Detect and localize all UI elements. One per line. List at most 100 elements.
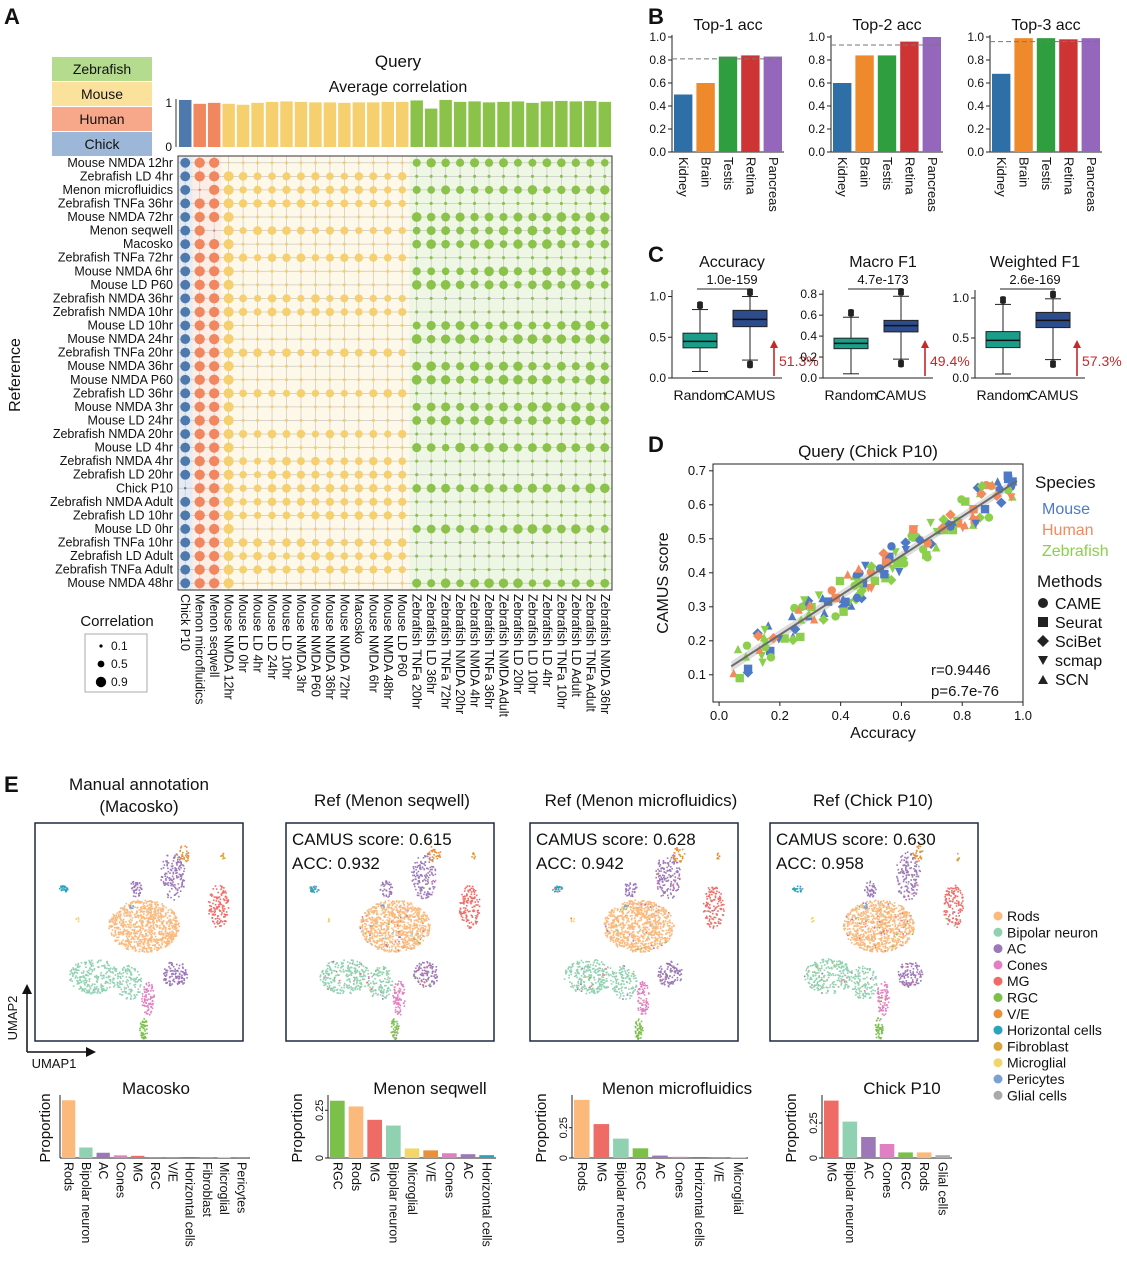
umap-cell [148, 981, 150, 984]
umap-cell [157, 904, 159, 907]
umap-cell [370, 944, 373, 946]
umap-cell [109, 980, 112, 982]
umap-cell [126, 997, 129, 999]
umap-cell [140, 930, 142, 932]
heatmap-dot [440, 279, 451, 290]
umap-cell [89, 967, 91, 969]
umap-cell [140, 888, 143, 891]
umap-cell [389, 907, 392, 909]
umap-cell [168, 980, 170, 982]
umap-cell [376, 967, 379, 969]
umap-cell [108, 975, 111, 978]
umap-cell [140, 1023, 142, 1026]
point-seurat [1003, 474, 1013, 484]
umap-cell [393, 902, 396, 905]
heatmap-dot [499, 280, 508, 290]
umap-cell [416, 861, 418, 864]
row-label-zebrafish-nmda-4hr: Zebrafish NMDA 4hr [60, 454, 173, 468]
umap-cell [380, 946, 382, 949]
heatmap-dot [571, 240, 580, 249]
umap-cell [176, 927, 178, 929]
umap-cell [147, 913, 149, 915]
umap-cell [330, 961, 333, 963]
umap-cell [397, 948, 400, 951]
umap-cell [75, 975, 77, 978]
umap-cell [340, 961, 343, 964]
umap-cell [389, 911, 392, 914]
umap-cell [152, 1002, 154, 1005]
umap-cell [153, 938, 155, 940]
umap-cell [407, 931, 410, 933]
umap-cell [151, 936, 153, 939]
umap-cell [157, 919, 160, 922]
y-tick-label: 0.2 [967, 122, 984, 136]
umap-cell [326, 964, 329, 967]
heatmap-dot [545, 351, 549, 355]
point-scibet [976, 480, 988, 492]
umap-cell [373, 925, 376, 927]
umap-cell [97, 976, 100, 979]
heatmap-dot [556, 524, 566, 534]
umap-cell [123, 990, 125, 993]
point-scibet [854, 589, 865, 600]
heatmap-dot [412, 158, 421, 167]
umap-cell [379, 932, 382, 935]
heatmap-dot [400, 242, 404, 246]
umap-cell [402, 933, 405, 935]
heatmap-dot [456, 416, 465, 425]
heatmap-dot [340, 389, 348, 397]
heatmap-dot [542, 239, 552, 250]
heatmap-dot [296, 226, 306, 235]
point-came [827, 586, 836, 595]
umap-cell [72, 974, 74, 976]
umap-cell [421, 969, 424, 972]
heatmap-dot [516, 310, 520, 314]
umap-cell [330, 969, 333, 972]
heatmap-dot [270, 242, 274, 246]
heatmap-dot [574, 256, 578, 260]
umap-cell [385, 914, 388, 916]
heatmap-dot [285, 324, 288, 327]
umap-cell [417, 928, 420, 931]
umap-cell [148, 1002, 150, 1005]
heatmap-dot [299, 446, 303, 450]
heatmap-dot [386, 242, 390, 246]
umap-cell [182, 983, 184, 985]
umap-cell [60, 886, 62, 888]
x-tick-label-random: Random [977, 387, 1030, 403]
species-legend-box-human [52, 107, 152, 131]
umap-cell [407, 916, 409, 919]
umap-cell [164, 971, 167, 974]
umap-cell [395, 921, 398, 923]
umap-cell [114, 916, 117, 919]
umap-cell [433, 881, 436, 883]
umap-cell [176, 889, 179, 892]
box-random [985, 331, 1021, 349]
umap-cell [395, 950, 397, 952]
heatmap-dot [429, 174, 433, 178]
column-label-zebrafish-nmda-4hr: Zebrafish NMDA 4hr [468, 594, 482, 707]
umap-cell [415, 925, 418, 927]
umap-cell [139, 938, 142, 941]
umap-cell [343, 984, 346, 987]
umap-cell [432, 980, 435, 983]
umap-cell [171, 862, 173, 865]
umap-cell [134, 922, 137, 925]
umap-cell [366, 981, 369, 984]
umap-cell [382, 995, 385, 997]
heatmap-dot [398, 429, 407, 439]
umap-cell [390, 941, 393, 943]
umap-cell [143, 995, 146, 998]
umap-cell [170, 936, 172, 939]
umap-cell [80, 972, 83, 974]
heatmap-dot [513, 321, 523, 330]
umap-cell [178, 858, 181, 861]
umap-cell [225, 897, 228, 899]
heatmap-dot [429, 568, 433, 572]
umap-cell [361, 916, 364, 918]
umap-cell [120, 983, 122, 985]
heatmap-dot [267, 294, 277, 303]
heatmap-dot [499, 484, 508, 493]
umap-cell [331, 989, 334, 992]
heatmap-dot [340, 552, 349, 560]
